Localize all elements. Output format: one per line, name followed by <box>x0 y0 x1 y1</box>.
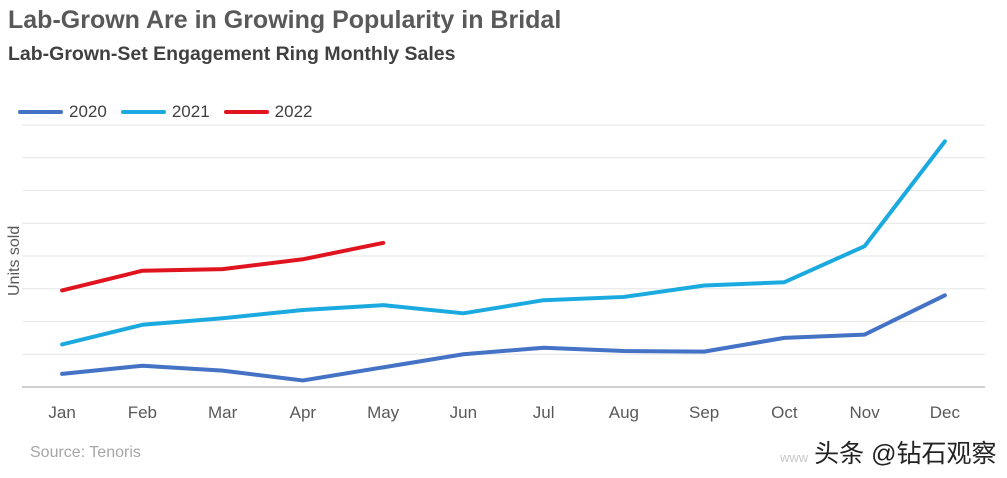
legend-swatch-2020 <box>18 110 63 114</box>
x-tick-label: Feb <box>128 403 157 422</box>
series-line-2020 <box>60 293 947 383</box>
series-lines <box>60 139 947 383</box>
watermark: www 头条 @钻石观察 <box>780 434 997 470</box>
x-tick-label: Oct <box>771 403 798 422</box>
x-tick-label: Jul <box>533 403 555 422</box>
x-tick-label: Dec <box>930 403 961 422</box>
x-tick-label: Jan <box>48 403 75 422</box>
x-tick-label: Sep <box>689 403 719 422</box>
series-line-2022 <box>60 240 386 293</box>
chart-subtitle: Lab-Grown-Set Engagement Ring Monthly Sa… <box>8 43 456 65</box>
watermark-text: 头条 @钻石观察 <box>814 440 997 468</box>
legend-label-2021: 2021 <box>171 102 210 121</box>
legend-swatch-2022 <box>223 110 269 114</box>
legend: 2020 2021 2022 <box>18 102 312 122</box>
series-line-2021 <box>60 139 947 347</box>
x-tick-label: Apr <box>290 403 317 422</box>
legend-swatch-2021 <box>120 110 166 114</box>
x-tick-label: Nov <box>850 403 881 422</box>
x-tick-label: Aug <box>609 403 639 422</box>
x-tick-label: Mar <box>208 403 238 422</box>
legend-item-2021: 2021 <box>120 102 210 122</box>
y-axis-title: Units sold <box>6 226 23 296</box>
legend-label-2022: 2022 <box>274 102 313 121</box>
x-tick-label: Jun <box>450 403 477 422</box>
chart-title: Lab-Grown Are in Growing Popularity in B… <box>8 6 562 34</box>
legend-item-2022: 2022 <box>223 102 313 122</box>
x-axis-ticks: Jan Feb Mar Apr May Jun Jul Aug Sep Oct Nov Dec <box>48 403 960 422</box>
source-note: Source: Tenoris <box>30 444 141 461</box>
legend-label-2020: 2020 <box>69 102 107 121</box>
x-tick-label: May <box>367 403 400 422</box>
legend-item-2020: 2020 <box>18 102 107 122</box>
watermark-faint-text: www <box>780 450 809 465</box>
